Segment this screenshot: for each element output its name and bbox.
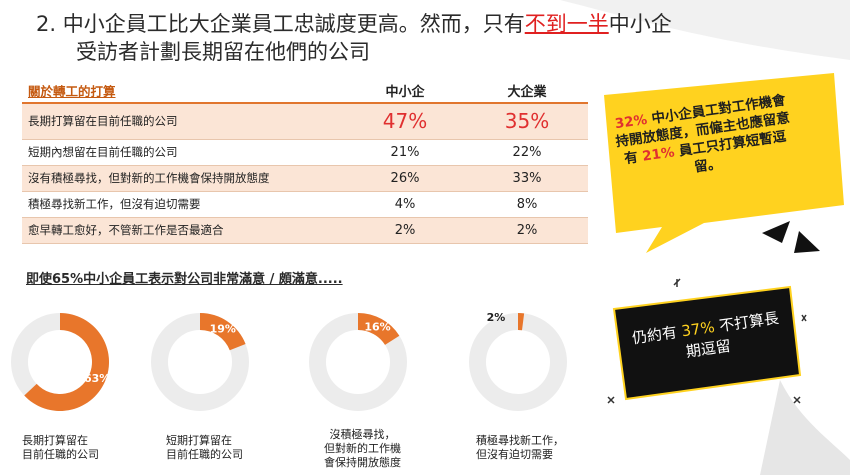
donut-slice	[358, 313, 400, 345]
table-header-row: 關於轉工的打算 中小企 大企業	[22, 78, 588, 104]
donut-value-label: 63%	[84, 372, 110, 385]
title-highlight: 不到一半	[524, 12, 609, 36]
row-sme-value: 26%	[344, 165, 466, 192]
row-sme-value: 47%	[344, 103, 466, 140]
callout-pct2: 21%	[641, 144, 676, 165]
badge-pct: 37%	[680, 317, 716, 341]
table-row: 沒有積極尋找，但對新的工作機會保持開放態度 26% 33%	[22, 165, 588, 192]
badge-pre: 仍約有	[630, 323, 679, 348]
row-large-value: 33%	[466, 165, 588, 192]
row-sme-value: 2%	[344, 217, 466, 244]
row-label: 長期打算留在目前任職的公司	[22, 103, 344, 140]
title-line1-pre: 2. 中小企員工比大企業員工忠誠度更高。然而，只有	[36, 12, 525, 36]
donut-label-3: 沒積極尋找， 但對新的工作機 會保持開放態度	[324, 428, 401, 470]
donut-slice	[200, 313, 246, 351]
table-row: 愈早轉工愈好，不管新工作是否最適合 2% 2%	[22, 217, 588, 244]
row-sme-value: 4%	[344, 191, 466, 218]
donut-label-2: 短期打算留在 目前任職的公司	[166, 434, 243, 462]
row-label: 沒有積極尋找，但對新的工作機會保持開放態度	[22, 165, 344, 192]
donut-label-1: 長期打算留在 目前任職的公司	[22, 434, 99, 462]
donut-label-1-line: 目前任職的公司	[22, 448, 99, 461]
table-row: 短期內想留在目前任職的公司 21% 22%	[22, 139, 588, 166]
donut-value-label: 2%	[487, 311, 506, 324]
donut-label-3-line: 會保持開放態度	[324, 456, 401, 469]
accent-triangle-icon	[794, 231, 820, 253]
donut-label-2-line: 短期打算留在	[166, 434, 232, 447]
row-sme-value: 21%	[344, 139, 466, 166]
row-label: 積極尋找新工作，但沒有迫切需要	[22, 191, 344, 218]
accent-triangle-icon	[762, 221, 790, 243]
donut-track	[469, 313, 567, 411]
table-header-topic: 關於轉工的打算	[22, 78, 344, 104]
donut-label-4-line: 但沒有迫切需要	[476, 448, 553, 461]
row-large-value: 8%	[466, 191, 588, 218]
donut-value-label: 16%	[364, 321, 390, 334]
page-title: 2. 中小企員工比大企業員工忠誠度更高。然而，只有不到一半中小企 受訪者計劃長期…	[36, 10, 672, 66]
black-badge	[607, 278, 807, 404]
row-label: 愈早轉工愈好，不管新工作是否最適合	[22, 217, 344, 244]
donut-label-3-line: 但對新的工作機	[324, 442, 401, 455]
speech-bubble-callout	[604, 73, 844, 253]
donut-label-4-line: 積極尋找新工作，	[476, 434, 564, 447]
donut-label-1-line: 長期打算留在	[22, 434, 88, 447]
donut-label-4: 積極尋找新工作， 但沒有迫切需要	[476, 434, 564, 462]
donut-slice	[24, 313, 110, 411]
sparkle-icon	[607, 278, 807, 404]
row-large-value: 35%	[466, 103, 588, 140]
donut-label-3-line: 沒積極尋找，	[329, 428, 396, 441]
table-row: 長期打算留在目前任職的公司 47% 35%	[22, 103, 588, 140]
table-header-large: 大企業	[466, 78, 588, 104]
donut-label-2-line: 目前任職的公司	[166, 448, 243, 461]
title-line1-post: 中小企	[608, 12, 672, 36]
title-line2: 受訪者計劃長期留在他們的公司	[76, 40, 370, 64]
donut-slice	[518, 313, 525, 331]
donut-value-label: 19%	[210, 323, 236, 336]
donut-charts: 63% 19% 16% 2%	[11, 311, 567, 411]
callout-pct1: 32%	[613, 111, 649, 133]
row-large-value: 2%	[466, 217, 588, 244]
job-change-table: 關於轉工的打算 中小企 大企業 長期打算留在目前任職的公司 47% 35% 短期…	[22, 78, 588, 244]
table-row: 積極尋找新工作，但沒有迫切需要 4% 8%	[22, 191, 588, 218]
table-header-sme: 中小企	[344, 78, 466, 104]
satisfaction-subheading: 即使65%中小企員工表示對公司非常滿意 / 頗滿意.....	[26, 272, 343, 287]
row-large-value: 22%	[466, 139, 588, 166]
row-label: 短期內想留在目前任職的公司	[22, 139, 344, 166]
